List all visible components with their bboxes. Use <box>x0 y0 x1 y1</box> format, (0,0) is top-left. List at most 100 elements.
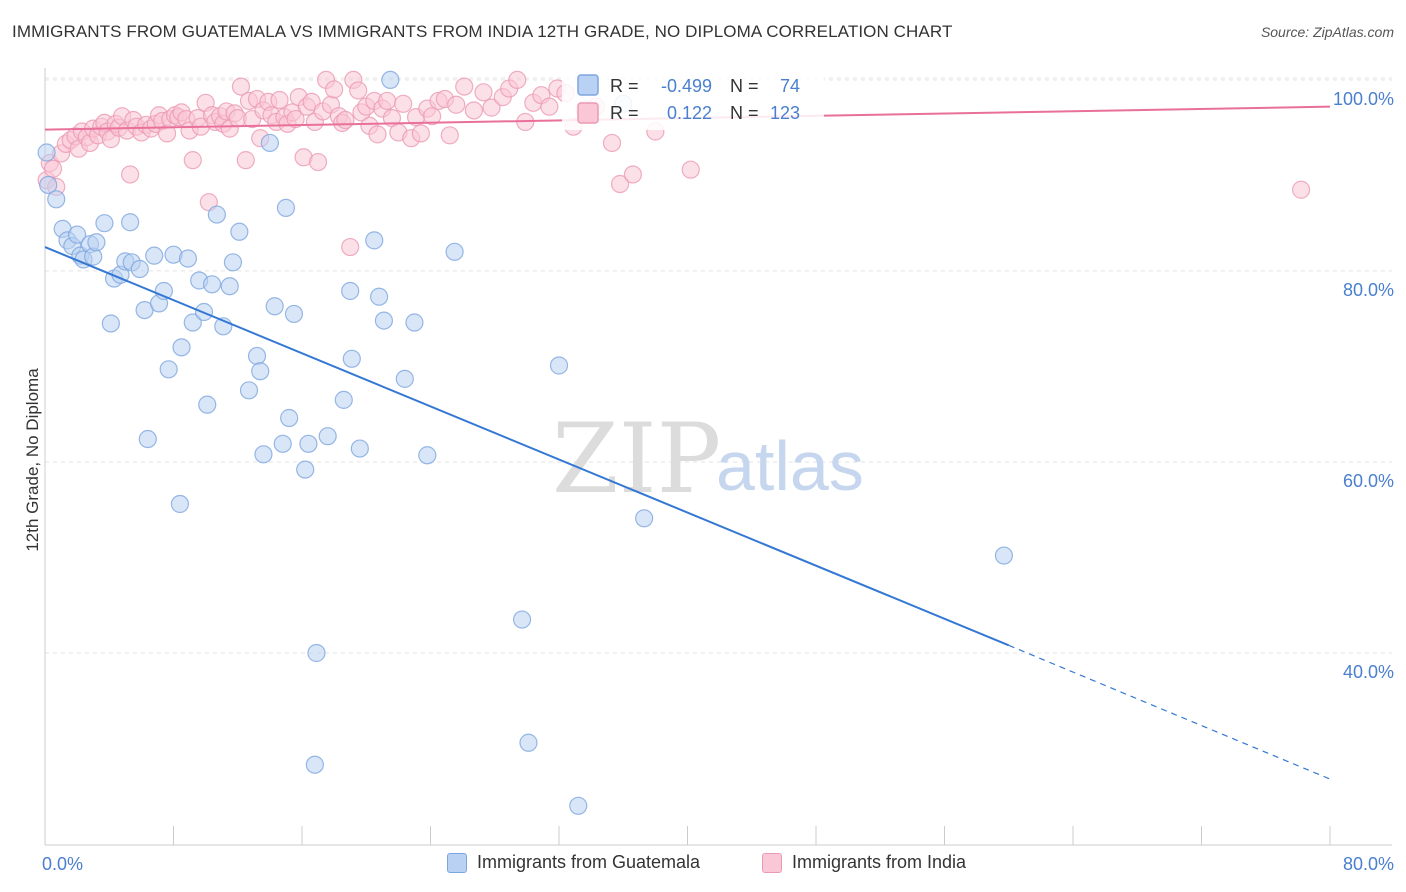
guatemala-point-34 <box>202 275 222 294</box>
india-point-100 <box>447 95 466 114</box>
guatemala-point-48 <box>280 408 299 428</box>
axes <box>44 68 1392 846</box>
watermark-atlas: atlas <box>716 427 864 505</box>
guatemala-point-64 <box>405 313 424 332</box>
india-point-107 <box>508 70 527 90</box>
guatemala-point-65 <box>418 446 437 465</box>
india-point-88 <box>378 91 397 111</box>
india-point-103 <box>474 83 493 102</box>
guatemala-point-11 <box>87 233 106 252</box>
india-point-61 <box>270 90 289 110</box>
india-point-121 <box>681 160 700 179</box>
guatemala-point-69 <box>549 356 569 375</box>
guatemala-point-38 <box>223 253 243 272</box>
india-point-102 <box>464 101 483 120</box>
guatemala-point-19 <box>130 259 149 279</box>
guatemala-point-37 <box>220 277 239 296</box>
watermark-zip: ZIP <box>552 403 721 515</box>
legend-r-label-india: R = <box>610 103 639 123</box>
guatemala-point-21 <box>138 429 157 449</box>
india-point-118 <box>610 174 630 194</box>
legend-label-india: Immigrants from India <box>792 852 967 872</box>
guatemala-point-60 <box>370 287 389 306</box>
source-label: Source: ZipAtlas.com <box>1260 24 1394 40</box>
y-tick-label-2: 80.0% <box>1343 280 1394 300</box>
guatemala-point-67 <box>512 610 532 629</box>
legend-n-label-guatemala: N = <box>730 76 759 96</box>
trend-guatemala-solid <box>44 246 1010 647</box>
india-point-52 <box>236 151 255 170</box>
guatemala-point-45 <box>265 297 284 316</box>
guatemala-point-46 <box>273 434 292 453</box>
legend-swatch-pink <box>762 852 782 873</box>
india-point-71 <box>308 152 328 172</box>
india-point-38 <box>183 151 202 170</box>
india-point-99 <box>440 126 459 145</box>
guatemala-point-68 <box>519 733 538 752</box>
guatemala-point-63 <box>395 369 414 388</box>
india-point-65 <box>286 109 305 129</box>
india-point-104 <box>482 98 501 117</box>
guatemala-point-51 <box>299 434 318 453</box>
india-point-81 <box>349 81 368 100</box>
chart-title: IMMIGRANTS FROM GUATEMALA VS IMMIGRANTS … <box>12 22 953 41</box>
y-tick-label-3: 100.0% <box>1333 89 1394 109</box>
india-point-75 <box>325 80 344 99</box>
guatemala-point-25 <box>159 360 178 379</box>
legend-r-label-guatemala: R = <box>610 76 639 96</box>
legend-swatch-guatemala <box>577 74 599 96</box>
india-point-91 <box>394 94 413 113</box>
guatemala-point-33 <box>198 395 217 414</box>
guatemala-point-2 <box>47 190 66 209</box>
stats-legend: R = -0.499 N = 74 R = 0.122 N = 123 <box>562 64 824 130</box>
guatemala-point-22 <box>145 246 164 265</box>
legend-r-value-india: 0.122 <box>667 103 712 123</box>
india-point-94 <box>411 124 430 143</box>
guatemala-point-62 <box>381 70 400 90</box>
india-point-2 <box>43 159 63 178</box>
y-tick-label-0: 40.0% <box>1343 662 1394 682</box>
guatemala-point-12 <box>95 214 114 233</box>
india-point-122 <box>1291 180 1311 199</box>
guatemala-point-54 <box>318 427 337 446</box>
guatemala-point-43 <box>254 445 273 464</box>
legend-label-guatemala: Immigrants from Guatemala <box>477 852 701 872</box>
legend-n-value-guatemala: 74 <box>780 76 800 96</box>
guatemala-point-72 <box>994 546 1014 565</box>
india-point-119 <box>623 165 642 184</box>
guatemala-point-35 <box>207 205 226 224</box>
guatemala-point-42 <box>251 362 270 381</box>
guatemala-point-49 <box>284 304 304 324</box>
guatemala-point-47 <box>276 198 296 217</box>
guatemala-point-58 <box>350 439 369 458</box>
y-tick-labels: 40.0% 60.0% 80.0% 100.0% <box>1333 89 1394 682</box>
guatemala-point-66 <box>445 242 464 261</box>
guatemala-point-56 <box>342 349 361 368</box>
legend-r-value-guatemala: -0.499 <box>661 76 712 96</box>
guatemala-point-17 <box>121 213 140 232</box>
guatemala-point-27 <box>172 338 191 357</box>
guatemala-point-61 <box>374 311 394 330</box>
guatemala-point-0 <box>37 143 56 162</box>
guatemala-point-55 <box>334 390 353 409</box>
trend-guatemala-dashed <box>1008 644 1331 780</box>
series-legend: Immigrants from Guatemala Immigrants fro… <box>0 852 1406 878</box>
legend-item-guatemala[interactable]: Immigrants from Guatemala <box>447 852 700 873</box>
guatemala-point-13 <box>101 314 120 333</box>
guatemala-points <box>37 70 1014 815</box>
guatemala-point-53 <box>307 643 326 663</box>
guatemala-point-44 <box>260 133 279 153</box>
guatemala-point-28 <box>170 494 190 514</box>
legend-item-india[interactable]: Immigrants from India <box>762 852 966 873</box>
india-point-117 <box>602 133 622 153</box>
india-point-111 <box>540 97 559 116</box>
guatemala-point-39 <box>230 222 249 241</box>
x-tick-label-0: 0.0% <box>42 854 83 874</box>
guatemala-point-29 <box>178 249 198 268</box>
india-point-96 <box>423 107 442 126</box>
india-point-22 <box>121 165 140 184</box>
legend-n-value-india: 123 <box>770 103 800 123</box>
guatemala-point-1 <box>39 175 58 195</box>
guatemala-point-59 <box>365 231 384 250</box>
